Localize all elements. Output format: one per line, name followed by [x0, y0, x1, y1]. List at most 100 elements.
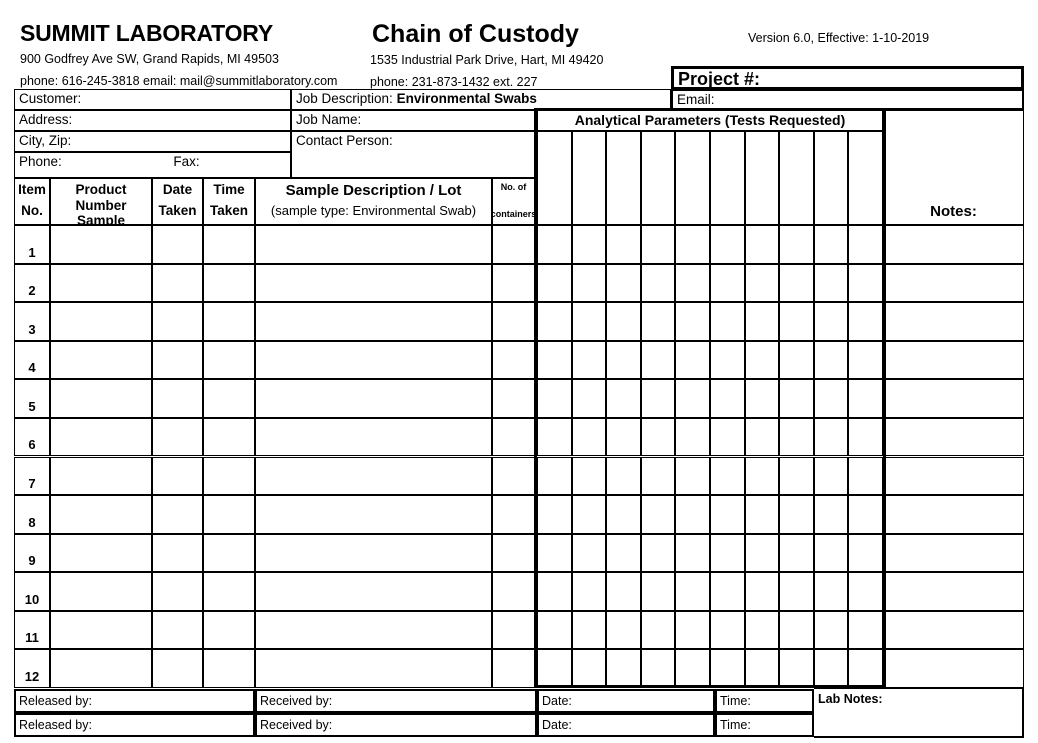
city-zip-field[interactable]: City, Zip: — [14, 131, 291, 152]
cell-analytical-parameter-4[interactable] — [640, 379, 676, 418]
footer-time-field-1[interactable]: Time: — [715, 689, 814, 713]
cell-product-number[interactable] — [50, 456, 152, 496]
cell-notes[interactable] — [883, 302, 1024, 341]
cell-analytical-parameter-6[interactable] — [710, 495, 745, 534]
cell-analytical-parameter-8[interactable] — [779, 495, 814, 534]
cell-analytical-parameter-2[interactable] — [571, 456, 607, 496]
cell-no-of-containers[interactable] — [492, 649, 537, 688]
cell-no-of-containers[interactable] — [492, 610, 537, 650]
cell-analytical-parameter-3[interactable] — [606, 302, 641, 341]
cell-analytical-parameter-9[interactable] — [813, 263, 849, 303]
cell-analytical-parameter-6[interactable] — [710, 610, 745, 650]
analytical-parameter-header-7[interactable] — [744, 131, 780, 225]
analytical-parameter-header-9[interactable] — [813, 131, 849, 225]
cell-analytical-parameter-4[interactable] — [640, 302, 676, 341]
cell-analytical-parameter-4[interactable] — [640, 417, 676, 457]
cell-analytical-parameter-6[interactable] — [710, 649, 745, 688]
cell-no-of-containers[interactable] — [492, 302, 537, 341]
cell-analytical-parameter-5[interactable] — [675, 379, 710, 418]
cell-notes[interactable] — [883, 456, 1024, 496]
cell-analytical-parameter-1[interactable] — [537, 340, 572, 380]
cell-analytical-parameter-5[interactable] — [675, 340, 710, 380]
cell-analytical-parameter-7[interactable] — [744, 495, 780, 534]
cell-notes[interactable] — [883, 495, 1024, 534]
cell-analytical-parameter-4[interactable] — [640, 456, 676, 496]
cell-time-taken[interactable] — [203, 572, 255, 611]
cell-analytical-parameter-4[interactable] — [640, 610, 676, 650]
cell-analytical-parameter-10[interactable] — [848, 379, 883, 418]
cell-sample-description[interactable] — [255, 533, 492, 573]
cell-analytical-parameter-9[interactable] — [813, 495, 849, 534]
cell-analytical-parameter-7[interactable] — [744, 572, 780, 611]
cell-analytical-parameter-1[interactable] — [537, 533, 572, 573]
cell-analytical-parameter-7[interactable] — [744, 456, 780, 496]
cell-date-taken[interactable] — [152, 572, 203, 611]
cell-analytical-parameter-10[interactable] — [848, 610, 883, 650]
cell-date-taken[interactable] — [152, 456, 203, 496]
cell-analytical-parameter-8[interactable] — [779, 225, 814, 264]
cell-analytical-parameter-5[interactable] — [675, 417, 710, 457]
cell-product-number[interactable] — [50, 610, 152, 650]
cell-analytical-parameter-2[interactable] — [571, 610, 607, 650]
cell-date-taken[interactable] — [152, 263, 203, 303]
cell-analytical-parameter-10[interactable] — [848, 340, 883, 380]
cell-analytical-parameter-9[interactable] — [813, 302, 849, 341]
cell-analytical-parameter-5[interactable] — [675, 649, 710, 688]
cell-analytical-parameter-5[interactable] — [675, 495, 710, 534]
cell-no-of-containers[interactable] — [492, 340, 537, 380]
cell-notes[interactable] — [883, 649, 1024, 688]
cell-analytical-parameter-9[interactable] — [813, 572, 849, 611]
cell-product-number[interactable] — [50, 302, 152, 341]
cell-analytical-parameter-3[interactable] — [606, 340, 641, 380]
analytical-parameter-header-3[interactable] — [606, 131, 641, 225]
cell-product-number[interactable] — [50, 379, 152, 418]
cell-analytical-parameter-2[interactable] — [571, 495, 607, 534]
cell-product-number[interactable] — [50, 417, 152, 457]
cell-notes[interactable] — [883, 533, 1024, 573]
cell-analytical-parameter-9[interactable] — [813, 533, 849, 573]
cell-sample-description[interactable] — [255, 263, 492, 303]
cell-analytical-parameter-10[interactable] — [848, 649, 883, 688]
cell-analytical-parameter-5[interactable] — [675, 533, 710, 573]
cell-analytical-parameter-1[interactable] — [537, 572, 572, 611]
cell-notes[interactable] — [883, 379, 1024, 418]
cell-analytical-parameter-4[interactable] — [640, 263, 676, 303]
cell-analytical-parameter-10[interactable] — [848, 417, 883, 457]
cell-analytical-parameter-5[interactable] — [675, 225, 710, 264]
cell-analytical-parameter-3[interactable] — [606, 225, 641, 264]
cell-analytical-parameter-8[interactable] — [779, 417, 814, 457]
cell-sample-description[interactable] — [255, 225, 492, 264]
cell-analytical-parameter-3[interactable] — [606, 417, 641, 457]
cell-analytical-parameter-9[interactable] — [813, 456, 849, 496]
cell-no-of-containers[interactable] — [492, 456, 537, 496]
cell-date-taken[interactable] — [152, 379, 203, 418]
cell-sample-description[interactable] — [255, 456, 492, 496]
cell-analytical-parameter-2[interactable] — [571, 572, 607, 611]
cell-analytical-parameter-4[interactable] — [640, 572, 676, 611]
footer-received-by-field-2[interactable]: Received by: — [255, 713, 537, 737]
lab-notes-field[interactable] — [814, 689, 1024, 738]
cell-date-taken[interactable] — [152, 225, 203, 264]
cell-product-number[interactable] — [50, 572, 152, 611]
cell-date-taken[interactable] — [152, 340, 203, 380]
cell-analytical-parameter-8[interactable] — [779, 340, 814, 380]
phone-fax-field[interactable]: Phone: Fax: — [14, 152, 291, 178]
cell-analytical-parameter-7[interactable] — [744, 533, 780, 573]
cell-sample-description[interactable] — [255, 610, 492, 650]
cell-notes[interactable] — [883, 340, 1024, 380]
cell-analytical-parameter-3[interactable] — [606, 379, 641, 418]
cell-analytical-parameter-3[interactable] — [606, 263, 641, 303]
cell-time-taken[interactable] — [203, 610, 255, 650]
cell-analytical-parameter-8[interactable] — [779, 649, 814, 688]
cell-no-of-containers[interactable] — [492, 417, 537, 457]
cell-no-of-containers[interactable] — [492, 495, 537, 534]
cell-analytical-parameter-8[interactable] — [779, 456, 814, 496]
cell-time-taken[interactable] — [203, 456, 255, 496]
cell-date-taken[interactable] — [152, 302, 203, 341]
cell-analytical-parameter-10[interactable] — [848, 495, 883, 534]
cell-analytical-parameter-7[interactable] — [744, 225, 780, 264]
analytical-parameter-header-5[interactable] — [675, 131, 710, 225]
cell-analytical-parameter-6[interactable] — [710, 302, 745, 341]
cell-analytical-parameter-7[interactable] — [744, 302, 780, 341]
cell-analytical-parameter-3[interactable] — [606, 610, 641, 650]
